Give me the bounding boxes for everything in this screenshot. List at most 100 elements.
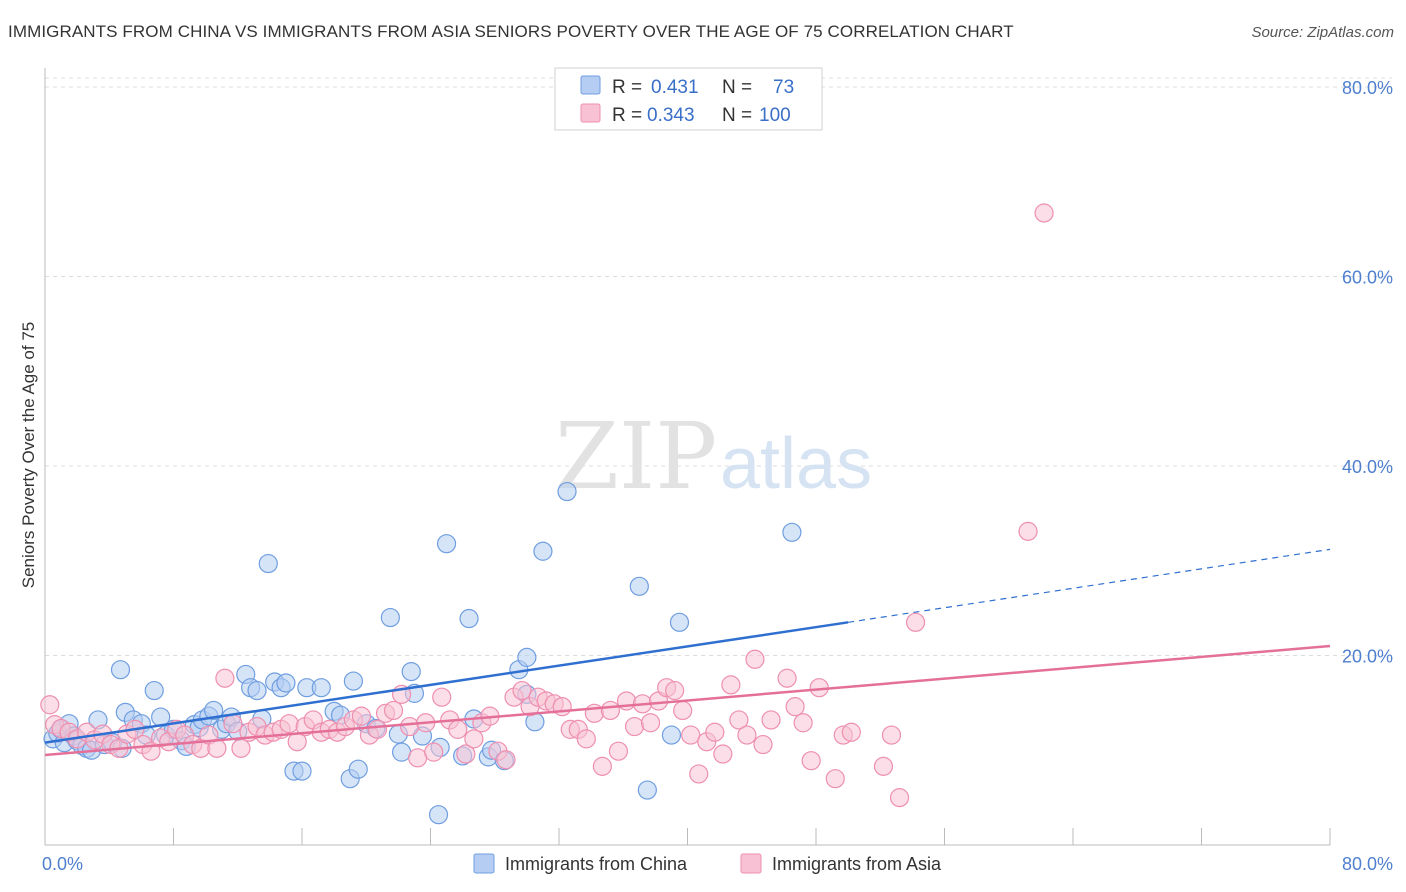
asia-point [456, 744, 476, 764]
asia-point [215, 668, 235, 688]
axes [44, 68, 1331, 846]
watermark-atlas: atlas [720, 424, 872, 504]
x-tick-label-max: 80.0% [1342, 854, 1393, 874]
bottom-legend-china-label: Immigrants from China [505, 854, 688, 874]
china-point [311, 678, 331, 698]
china-point [557, 481, 577, 502]
asia-point [600, 700, 621, 721]
china-point [637, 780, 657, 800]
china-point [247, 680, 267, 701]
asia-point [713, 744, 733, 764]
bottom-legend-china-swatch [473, 853, 495, 874]
legend: R = 0.431 N = 73 R = 0.343 N = 100 [554, 67, 823, 131]
china-point [782, 522, 802, 542]
legend-china-n-value: 73 [773, 77, 794, 98]
china-point [669, 612, 690, 632]
asia-point [729, 710, 749, 730]
y-axis-title: Seniors Poverty Over the Age of 75 [19, 322, 38, 588]
legend-china-swatch [580, 75, 601, 95]
asia-point [640, 713, 661, 733]
legend-asia-r-value: 0.343 [647, 105, 695, 126]
asia-point [665, 680, 685, 701]
y-tick-label: 20.0% [1342, 646, 1393, 666]
china-point [348, 759, 368, 779]
asia-point [881, 725, 902, 745]
asia-point [424, 742, 444, 762]
asia-point [40, 695, 60, 715]
asia-point [737, 725, 757, 745]
asia-point [496, 750, 516, 770]
asia-point [889, 788, 910, 808]
asia-point [793, 713, 813, 733]
china-point [401, 661, 421, 682]
source-label: Source: ZipAtlas.com [1251, 24, 1394, 41]
china-point [391, 742, 412, 762]
china-point [110, 660, 131, 680]
asia-point [753, 734, 773, 755]
asia-point [400, 716, 420, 737]
legend-china-r-label: R = [612, 77, 642, 98]
asia-point [464, 729, 484, 749]
asia-point [383, 700, 404, 721]
asia-point [777, 668, 797, 688]
asia-point [223, 714, 243, 734]
asia-point [512, 680, 532, 701]
asia-point [673, 700, 693, 721]
legend-asia-n-value: 100 [759, 105, 791, 126]
asia-point [1018, 521, 1038, 541]
china-point [258, 553, 278, 574]
asia-point [1034, 203, 1054, 223]
asia-point [761, 710, 781, 730]
asia-point [367, 719, 388, 739]
china-point [144, 680, 164, 701]
bottom-legend-asia-swatch [740, 853, 762, 874]
asia-point [279, 714, 299, 734]
asia-point [785, 697, 805, 717]
x-tick-label-min: 0.0% [42, 854, 83, 874]
legend-asia-r-label: R = [612, 105, 642, 126]
asia-point [689, 764, 709, 784]
bottom-legend-asia-label: Immigrants from Asia [772, 854, 942, 874]
china-point [204, 700, 224, 721]
asia-point [552, 697, 572, 717]
legend-asia-n-label: N = [722, 105, 752, 126]
asia-point [448, 719, 468, 739]
asia-point [873, 756, 894, 776]
legend-china-r-value: 0.431 [651, 77, 699, 98]
china-point [292, 761, 312, 781]
china-trend-line [44, 621, 849, 744]
asia-point [705, 722, 725, 742]
asia-point [721, 675, 741, 695]
asia-point [608, 741, 629, 761]
china-point [343, 671, 363, 691]
y-tick-label: 40.0% [1342, 457, 1393, 477]
china-point [661, 725, 682, 745]
china-point [380, 607, 400, 628]
china-trend-extension [848, 548, 1331, 623]
china-point [459, 608, 479, 629]
china-point [533, 541, 553, 561]
trend-lines [44, 548, 1331, 757]
china-point [276, 673, 296, 693]
asia-point [905, 612, 926, 632]
bottom-legend: Immigrants from China Immigrants from As… [473, 853, 942, 874]
china-point [517, 647, 537, 667]
asia-point [408, 748, 428, 768]
china-point [436, 534, 457, 554]
y-tick-label: 60.0% [1342, 267, 1393, 287]
y-tick-label: 80.0% [1342, 78, 1393, 98]
asia-point [432, 687, 452, 707]
chart-title: IMMIGRANTS FROM CHINA VS IMMIGRANTS FROM… [8, 22, 1014, 41]
series-china-points [43, 481, 802, 825]
asia-point [841, 722, 861, 742]
china-point [629, 576, 649, 596]
legend-asia-swatch [580, 103, 601, 123]
watermark: ZIP atlas [555, 403, 872, 510]
asia-point [231, 738, 251, 758]
asia-point [624, 716, 645, 737]
asia-point [351, 706, 372, 726]
asia-trend-line [44, 644, 1331, 757]
grid-lines [45, 77, 1392, 656]
china-point [428, 805, 449, 825]
